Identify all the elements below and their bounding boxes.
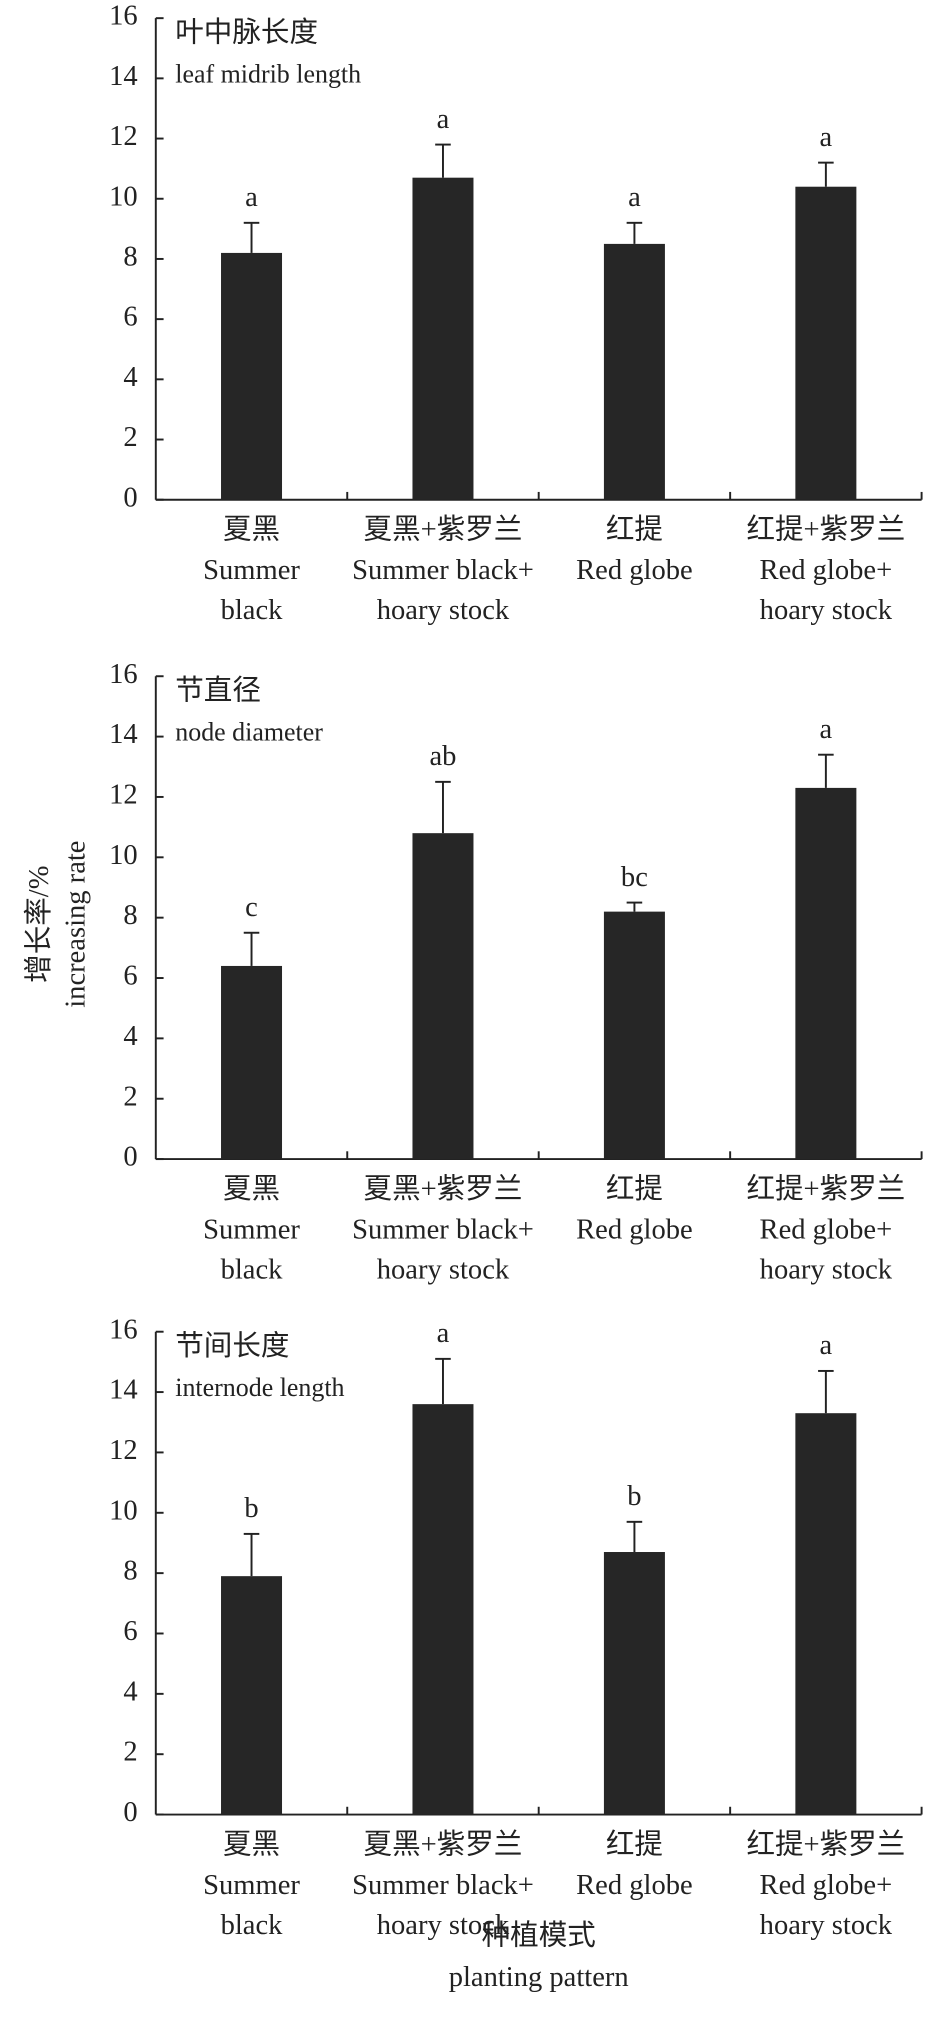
x-tick-label: 夏黑+紫罗兰	[364, 1173, 523, 1205]
significance-label: b	[627, 1481, 641, 1512]
x-tick-label: 红提	[606, 1173, 663, 1205]
bar	[412, 833, 474, 1160]
significance-label: a	[820, 1330, 833, 1361]
y-tick-label: 4	[123, 1676, 137, 1707]
x-tick-label: Red globe+	[760, 1870, 893, 1901]
x-tick-label: Red globe	[576, 1870, 693, 1901]
x-tick-label: black	[221, 1910, 284, 1941]
x-tick-label: 夏黑+紫罗兰	[364, 1829, 523, 1861]
bar	[603, 243, 665, 500]
y-tick-label: 16	[109, 1314, 138, 1345]
x-tick-label: 红提+紫罗兰	[746, 1173, 905, 1205]
x-tick-label: hoary stock	[760, 1255, 893, 1286]
x-tick-label: Summer black+	[352, 1870, 534, 1901]
y-axis-label: increasing rate	[60, 841, 91, 1008]
y-tick-label: 16	[109, 659, 138, 690]
y-tick-label: 0	[123, 482, 137, 513]
bar	[221, 1576, 283, 1815]
significance-label: a	[437, 1318, 450, 1349]
y-tick-label: 4	[123, 362, 137, 393]
significance-label: ab	[429, 741, 456, 772]
y-tick-label: 6	[123, 302, 137, 333]
x-tick-label: 夏黑+紫罗兰	[364, 514, 523, 546]
y-axis-label: 增长率/%	[23, 865, 55, 982]
y-tick-label: 6	[123, 961, 137, 992]
y-tick-label: 16	[109, 1, 138, 32]
x-tick-label: black	[221, 595, 284, 626]
bar	[412, 1404, 474, 1815]
x-tick-label: Red globe+	[760, 555, 893, 586]
x-axis-label: planting pattern	[449, 1962, 629, 1993]
significance-label: b	[244, 1493, 258, 1524]
x-tick-label: Summer black+	[352, 555, 534, 586]
y-tick-label: 8	[123, 900, 137, 931]
bar	[795, 787, 857, 1160]
y-tick-label: 12	[109, 1435, 138, 1466]
y-tick-label: 14	[109, 1375, 138, 1406]
x-tick-label: 红提	[606, 514, 663, 546]
x-tick-label: Summer	[203, 1214, 300, 1245]
panel-title: 节直径	[175, 675, 261, 707]
panel-title: 叶中脉长度	[175, 17, 318, 49]
bar	[795, 186, 857, 500]
y-tick-label: 0	[123, 1142, 137, 1173]
y-tick-label: 2	[123, 1737, 137, 1768]
x-axis-label: 种植模式	[482, 1919, 596, 1951]
x-tick-label: Red globe+	[760, 1214, 893, 1245]
y-tick-label: 10	[109, 840, 138, 871]
x-tick-label: Summer	[203, 1870, 300, 1901]
x-tick-label: 红提+紫罗兰	[746, 1829, 905, 1861]
significance-label: a	[245, 182, 258, 213]
bar	[221, 252, 283, 500]
significance-label: bc	[621, 862, 648, 893]
y-tick-label: 8	[123, 1556, 137, 1587]
y-tick-label: 8	[123, 241, 137, 272]
x-tick-label: 夏黑	[223, 515, 280, 546]
x-tick-label: 夏黑	[223, 1830, 280, 1861]
panel-subtitle: node diameter	[175, 718, 323, 747]
x-tick-label: Red globe	[576, 1214, 693, 1245]
x-tick-label: Summer	[203, 555, 300, 586]
y-tick-label: 14	[109, 61, 138, 92]
x-tick-label: 夏黑	[223, 1174, 280, 1205]
panel-subtitle: leaf midrib length	[175, 60, 361, 89]
x-tick-label: hoary stock	[760, 1910, 893, 1941]
significance-label: a	[628, 182, 641, 213]
y-tick-label: 10	[109, 181, 138, 212]
bar	[603, 1552, 665, 1815]
y-tick-label: 12	[109, 779, 138, 810]
bar	[603, 911, 665, 1160]
panel-subtitle: internode length	[175, 1373, 344, 1402]
x-tick-label: hoary stock	[760, 595, 893, 626]
y-tick-label: 10	[109, 1495, 138, 1526]
x-tick-label: hoary stock	[377, 595, 510, 626]
significance-label: a	[820, 714, 833, 745]
y-tick-label: 6	[123, 1616, 137, 1647]
bar	[795, 1413, 857, 1815]
x-tick-label: Summer black+	[352, 1214, 534, 1245]
x-tick-label: hoary stock	[377, 1255, 510, 1286]
y-tick-label: 12	[109, 121, 138, 152]
significance-label: a	[437, 104, 450, 135]
y-tick-label: 14	[109, 719, 138, 750]
y-tick-label: 4	[123, 1021, 137, 1052]
x-tick-label: Red globe	[576, 555, 693, 586]
x-tick-label: hoary stock	[377, 1910, 510, 1941]
significance-label: a	[820, 122, 833, 153]
significance-label: c	[245, 892, 258, 923]
y-tick-label: 0	[123, 1797, 137, 1828]
bar	[412, 177, 474, 500]
y-tick-label: 2	[123, 1081, 137, 1112]
panel-title: 节间长度	[175, 1330, 289, 1362]
x-tick-label: 红提+紫罗兰	[746, 514, 905, 546]
y-tick-label: 2	[123, 422, 137, 453]
x-tick-label: 红提	[606, 1829, 663, 1861]
bar	[221, 965, 283, 1160]
x-tick-label: black	[221, 1255, 284, 1286]
